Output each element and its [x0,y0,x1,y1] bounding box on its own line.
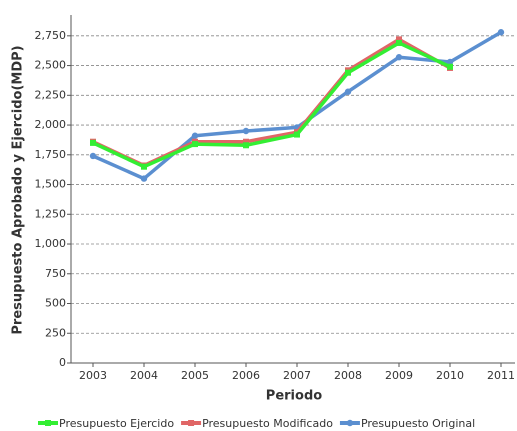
point [141,163,147,170]
legend-item: Presupuesto Ejercido [38,417,174,430]
x-tick-label: 2005 [181,369,209,382]
y-axis-title: Presupuesto Aprobado y Ejercido(MDP) [11,45,26,334]
series-line [92,30,502,181]
point [497,29,505,36]
y-tick-label: 2,000 [35,118,67,131]
legend-marker [188,420,195,426]
y-tick-label: 1,250 [35,207,67,220]
legend-item: Presupuesto Modificado [181,417,333,430]
legend-marker [346,419,354,427]
y-tick-label: 1,750 [35,148,67,161]
point [242,127,250,135]
x-tick-label: 2003 [79,369,107,382]
point [447,63,453,70]
point [395,54,403,61]
point [345,69,351,76]
x-tick-label: 2009 [385,369,413,382]
y-tick-label: 0 [59,356,66,369]
point [192,141,198,148]
y-tick-label: 750 [45,267,66,280]
point [446,58,454,66]
x-tick-label: 2008 [334,369,362,382]
y-tick-label: 500 [45,297,66,310]
y-tick-label: 1,000 [35,237,67,250]
y-tick-label: 2,750 [35,29,67,42]
point [243,142,249,149]
point [243,138,249,145]
point [89,152,97,160]
point [90,139,96,146]
point [344,88,352,95]
point [294,131,300,138]
x-tick-label: 2006 [232,369,260,382]
legend-item: Presupuesto Original [339,417,475,430]
point [396,36,402,43]
x-tick-label: 2004 [130,369,158,382]
point [191,132,199,139]
legend-marker [45,420,51,426]
legend-text: Presupuesto Modificado [202,417,333,430]
y-tick-label: 250 [45,326,66,339]
series-line [92,41,451,169]
y-tick-label: 1,500 [35,178,67,191]
point [140,175,148,182]
y-tick-label: 2,250 [35,88,67,101]
legend-text: Presupuesto Original [361,417,475,430]
y-tick-label: 2,500 [35,59,67,72]
x-tick-label: 2010 [436,369,464,382]
x-tick-label: 2011 [487,369,515,382]
legend-text: Presupuesto Ejercido [59,417,174,430]
x-tick-label: 2007 [283,369,311,382]
point [396,39,402,46]
x-axis-title: Periodo [266,389,322,404]
